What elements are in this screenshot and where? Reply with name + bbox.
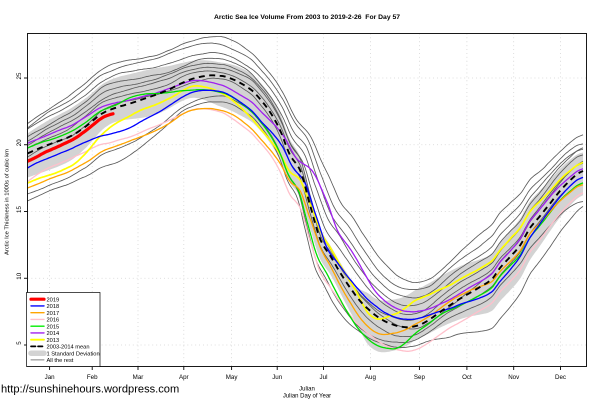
- svg-text:Jan: Jan: [45, 374, 56, 381]
- svg-text:15: 15: [16, 206, 23, 213]
- svg-text:Jul: Jul: [320, 374, 328, 381]
- svg-text:Oct: Oct: [462, 374, 472, 381]
- svg-text:Feb: Feb: [87, 374, 98, 381]
- svg-text:May: May: [226, 374, 239, 381]
- svg-text:10: 10: [16, 272, 23, 279]
- svg-text:5: 5: [16, 341, 23, 345]
- svg-text:2015: 2015: [47, 324, 60, 330]
- svg-text:2014: 2014: [47, 331, 60, 337]
- svg-text:2016: 2016: [47, 318, 60, 324]
- svg-text:2017: 2017: [47, 311, 60, 317]
- svg-text:2013: 2013: [47, 338, 60, 344]
- svg-text:Aug: Aug: [365, 374, 377, 381]
- svg-text:Jun: Jun: [272, 374, 283, 381]
- svg-text:2003-2014 mean: 2003-2014 mean: [47, 345, 90, 351]
- svg-text:http://sunshinehours.wordpress: http://sunshinehours.wordpress.com: [1, 384, 179, 396]
- svg-text:Julian Day of Year: Julian Day of Year: [283, 393, 331, 399]
- svg-text:2018: 2018: [47, 304, 60, 310]
- svg-text:Mar: Mar: [133, 374, 144, 381]
- svg-text:Arctic Sea Ice Volume From 200: Arctic Sea Ice Volume From 2003 to 2019-…: [214, 14, 400, 21]
- svg-text:Dec: Dec: [555, 374, 566, 381]
- svg-text:25: 25: [16, 72, 23, 79]
- svg-text:20: 20: [16, 139, 23, 146]
- svg-text:Nov: Nov: [508, 374, 520, 381]
- svg-text:All the rest: All the rest: [47, 358, 74, 364]
- svg-text:Julian: Julian: [299, 386, 315, 392]
- svg-text:Arctic Ice Thickness in 1000s: Arctic Ice Thickness in 1000s of cubic k…: [5, 149, 11, 255]
- svg-text:Sep: Sep: [414, 374, 426, 381]
- svg-text:1 Standard Deviation: 1 Standard Deviation: [47, 351, 100, 357]
- svg-text:Apr: Apr: [179, 374, 189, 381]
- svg-text:2019: 2019: [47, 297, 60, 303]
